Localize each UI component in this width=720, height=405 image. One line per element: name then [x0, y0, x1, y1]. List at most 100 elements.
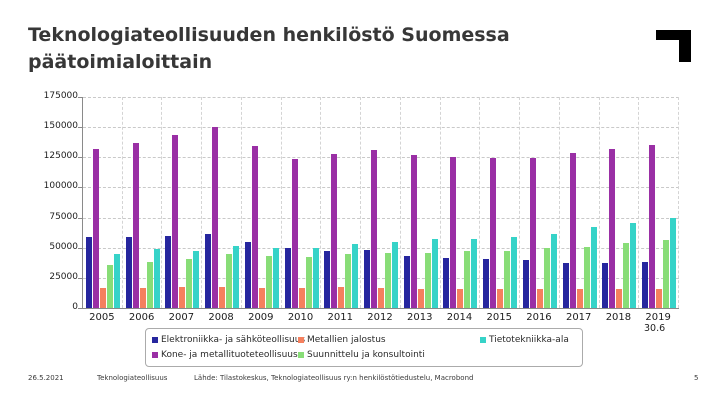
bar — [331, 154, 338, 308]
y-axis-tick-label: 100000 — [43, 181, 78, 192]
bar — [378, 288, 384, 308]
bar-group-2013 — [401, 97, 441, 308]
y-axis-tick-label: 25000 — [49, 271, 78, 282]
bar — [345, 254, 352, 308]
y-axis-tick-mark — [78, 217, 82, 219]
legend-item: Suunnittelu ja konsultointi — [298, 350, 480, 360]
bar — [298, 288, 305, 308]
x-axis-tick-label: 2016 — [526, 312, 552, 323]
bar-group-2012 — [361, 97, 401, 308]
bar — [497, 289, 504, 308]
bar — [205, 234, 212, 308]
plot-area — [82, 97, 679, 309]
bar — [609, 149, 616, 308]
bar — [450, 157, 457, 308]
legend-marker-icon — [152, 336, 158, 343]
gridline-vertical — [122, 97, 123, 308]
bar — [490, 158, 497, 308]
legend-label: Suunnittelu ja konsultointi — [307, 349, 425, 360]
bar — [106, 265, 113, 308]
y-axis-tick-label: 150000 — [43, 121, 78, 132]
bar — [139, 288, 146, 308]
bar — [258, 288, 265, 308]
bar-group-2016 — [520, 97, 560, 308]
bar-group-2017 — [560, 97, 600, 308]
chart-legend: Elektroniikka- ja sähköteollisuus Metalli… — [145, 328, 583, 367]
y-axis-tick-mark — [78, 127, 82, 129]
y-axis-tick-mark — [78, 187, 82, 189]
bar-group-2006 — [123, 97, 163, 308]
footer-page-number: 5 — [694, 374, 699, 382]
bar — [562, 263, 569, 308]
bar — [590, 227, 597, 308]
footer-brand: Teknologiateollisuus — [97, 374, 168, 382]
bar — [186, 259, 193, 308]
bar — [324, 251, 331, 308]
gridline-vertical — [599, 97, 600, 308]
bar-group-2009 — [242, 97, 282, 308]
legend-item: Tietotekniikka-ala — [480, 335, 576, 345]
y-axis-tick-label: 50000 — [49, 241, 78, 252]
bar — [550, 234, 557, 308]
bar — [403, 256, 410, 308]
gridline-vertical — [638, 97, 639, 308]
y-axis-tick-mark — [78, 277, 82, 279]
footer-date: 26.5.2021 — [28, 374, 64, 382]
bar-group-2007 — [162, 97, 202, 308]
bar — [623, 243, 630, 308]
gridline-vertical — [201, 97, 202, 308]
x-axis-tick-label: 2018 — [605, 312, 632, 323]
x-axis-tick-label: 2006 — [128, 312, 155, 323]
gridline-vertical — [678, 97, 679, 308]
gridline-horizontal — [83, 97, 679, 98]
bar — [471, 239, 478, 308]
bar — [511, 237, 518, 308]
gridline-horizontal — [83, 127, 679, 129]
bar — [616, 289, 623, 308]
bar — [464, 251, 471, 308]
x-axis-tick-label: 2014 — [446, 312, 473, 323]
bar-group-2019 — [639, 97, 679, 308]
bar — [153, 249, 160, 308]
bar — [226, 254, 233, 308]
bar — [371, 150, 377, 308]
bar — [642, 262, 649, 308]
x-axis-tick-label: 2010 — [287, 312, 314, 323]
bar — [312, 248, 319, 308]
bar — [364, 250, 370, 308]
bar — [212, 127, 219, 308]
legend-marker-icon — [298, 351, 304, 358]
bar — [569, 153, 576, 308]
gridline-vertical — [440, 97, 441, 308]
gridline-vertical — [281, 97, 282, 308]
y-axis-tick-label: 0 — [72, 302, 78, 312]
bar — [219, 287, 226, 308]
bar — [663, 240, 670, 308]
x-axis-tick-label: 2019 — [645, 312, 671, 323]
bar — [338, 287, 345, 308]
logo-vertical-bar — [679, 30, 691, 62]
bar — [305, 257, 312, 308]
bar — [132, 143, 139, 308]
footer: 26.5.2021 Teknologiateollisuus Lähde: Ti… — [0, 374, 720, 394]
bar — [522, 260, 529, 308]
x-axis-tick-label: 2007 — [168, 312, 195, 323]
bar — [265, 256, 272, 308]
bar — [85, 237, 92, 308]
legend-marker-icon — [480, 336, 486, 343]
bar-group-2015 — [480, 97, 520, 308]
x-axis-tick-label: 2015 — [486, 312, 512, 323]
bar — [233, 246, 240, 308]
gridline-vertical — [320, 97, 321, 308]
teknologiateollisuus-logo-icon — [656, 30, 691, 62]
bar — [352, 244, 359, 308]
logo-horizontal-bar — [656, 30, 691, 40]
bar — [392, 242, 398, 308]
x-axis-tick-label: 2011 — [327, 312, 353, 323]
title-line-2: päätoimialoittain — [28, 51, 213, 73]
x-axis-labels: 2005 2006 2007 2008 2009 2010 2011 2012 2013 2014… — [82, 312, 678, 323]
legend-label: Metallien jalostus — [307, 334, 386, 345]
bar — [193, 251, 200, 308]
bar — [443, 258, 450, 308]
